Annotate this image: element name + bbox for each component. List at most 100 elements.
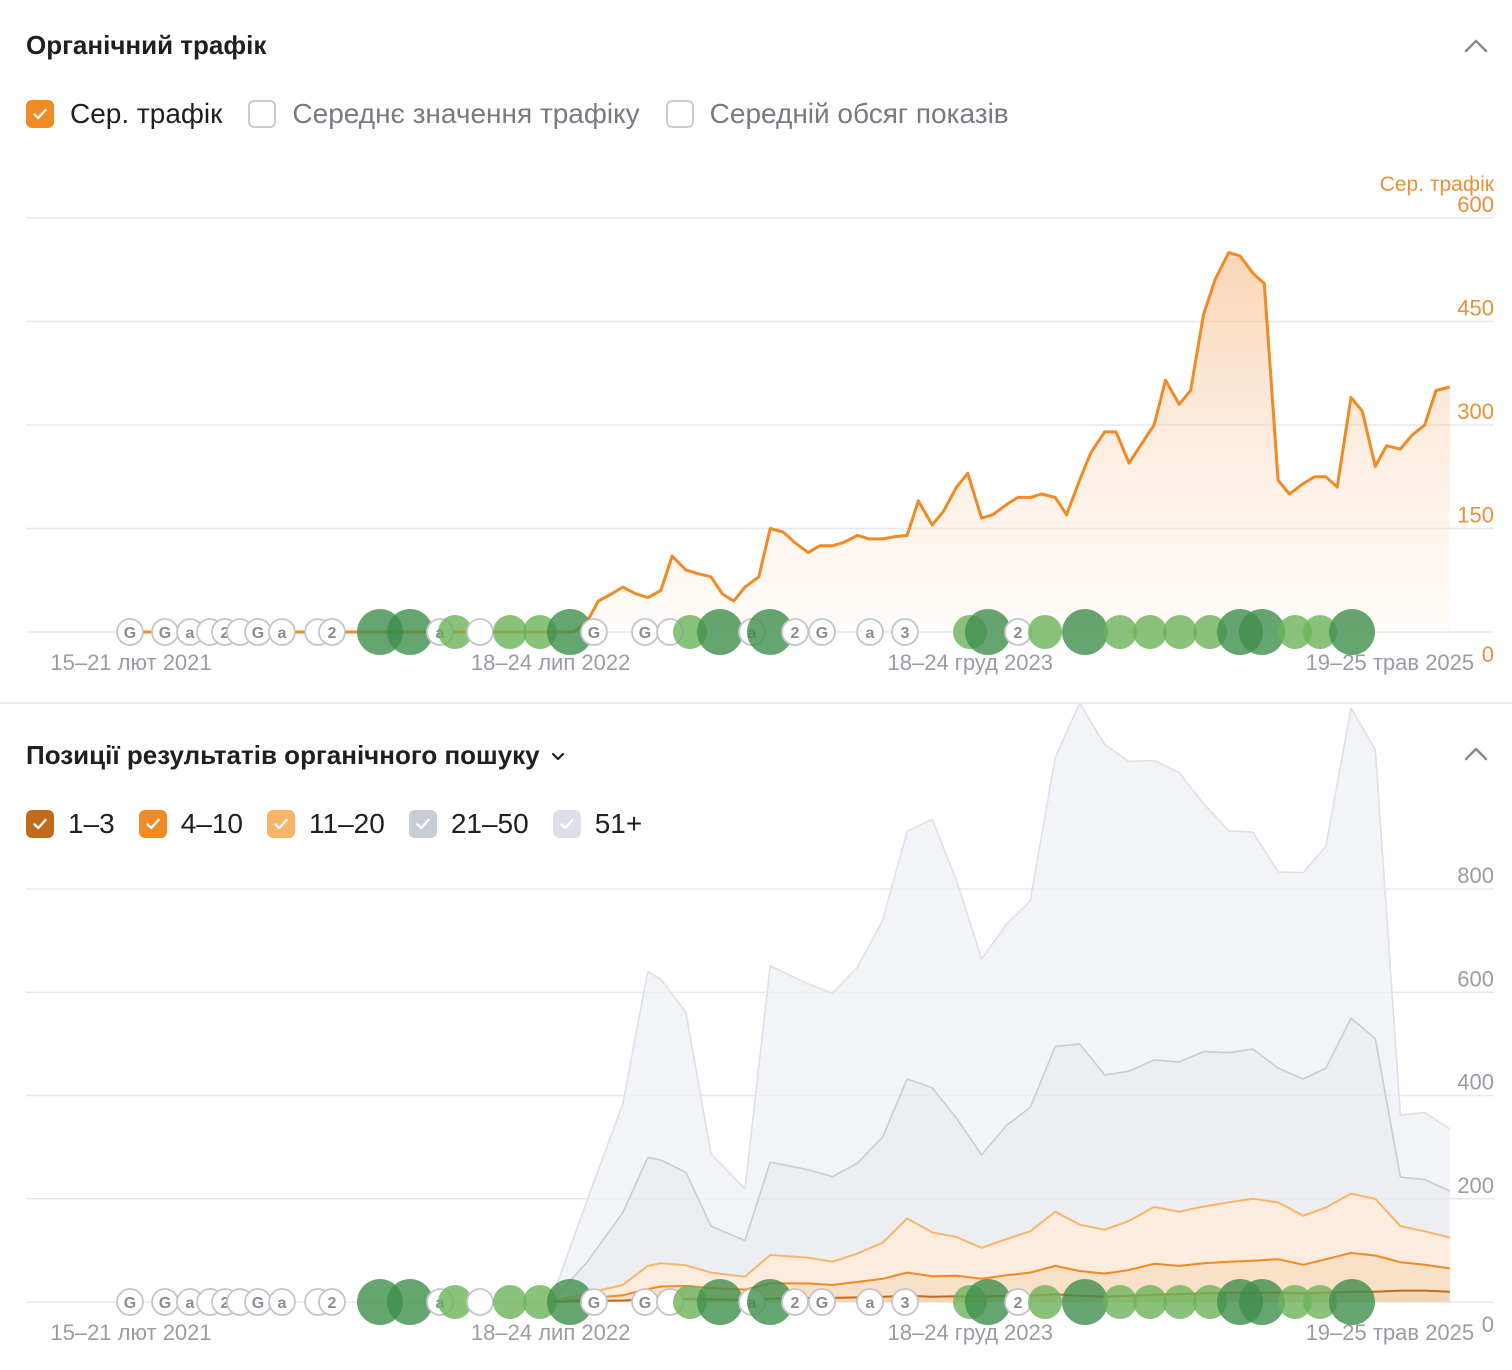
legend-label: 51+ (594, 808, 643, 839)
y-tick-label: 0 (1482, 1312, 1494, 1337)
update-marker[interactable] (1133, 615, 1167, 649)
update-marker[interactable] (318, 1288, 346, 1316)
update-marker[interactable] (781, 1288, 809, 1316)
update-marker[interactable] (116, 1288, 144, 1316)
update-marker[interactable] (466, 1288, 494, 1316)
x-tick-label: 18–24 груд 2023 (888, 650, 1053, 675)
update-marker[interactable] (268, 1288, 296, 1316)
update-marker[interactable] (523, 1285, 557, 1319)
collapse-chevron-up-icon[interactable] (1462, 740, 1490, 768)
legend-item-traffic-value[interactable]: Середнє значення трафіку (248, 98, 640, 130)
update-marker[interactable] (523, 615, 557, 649)
legend-label: 1–3 (68, 808, 115, 839)
checkbox-checked-icon[interactable] (408, 810, 437, 838)
series-area-11–20 (550, 1193, 1450, 1302)
update-marker[interactable] (547, 1279, 593, 1325)
update-marker[interactable] (856, 618, 884, 646)
update-marker[interactable] (1239, 609, 1285, 655)
update-marker[interactable] (856, 1288, 884, 1316)
update-marker[interactable] (747, 1279, 793, 1325)
update-marker[interactable] (466, 618, 494, 646)
update-marker[interactable] (547, 609, 593, 655)
update-marker[interactable] (673, 1285, 707, 1319)
update-marker[interactable] (493, 1285, 527, 1319)
update-marker[interactable] (387, 609, 433, 655)
checkbox-checked-icon[interactable] (552, 810, 581, 838)
checkbox-checked-icon[interactable] (26, 810, 54, 838)
section-title[interactable]: Позиції результатів органічного пошуку (26, 740, 566, 771)
update-marker[interactable] (1193, 615, 1227, 649)
update-marker[interactable] (580, 1288, 608, 1316)
update-marker[interactable] (318, 618, 346, 646)
series-line-51+ (549, 704, 1451, 1303)
checkbox-unchecked-icon[interactable] (665, 100, 694, 128)
legend-item-pos-11-20[interactable]: 11–20 (267, 808, 385, 840)
update-marker[interactable] (1028, 1285, 1062, 1319)
update-marker[interactable] (747, 609, 793, 655)
update-marker[interactable] (1103, 615, 1137, 649)
update-marker[interactable] (808, 618, 836, 646)
update-marker[interactable] (1062, 609, 1108, 655)
checkbox-checked-icon[interactable] (138, 810, 167, 838)
positions-legend: 1–3 4–10 11–20 21–50 51+ (26, 808, 666, 840)
update-marker[interactable] (891, 1288, 919, 1316)
update-marker[interactable] (1278, 615, 1312, 649)
update-marker[interactable] (965, 609, 1011, 655)
section-title-text: Позиції результатів органічного пошуку (26, 740, 540, 770)
update-marker[interactable] (673, 615, 707, 649)
update-markers: GGa2Ga2aGGa2Ga32 (116, 1279, 1375, 1325)
checkbox-checked-icon[interactable] (267, 810, 296, 838)
update-marker[interactable] (1163, 615, 1197, 649)
marker-glyph: 2 (791, 625, 800, 642)
update-marker[interactable] (781, 618, 809, 646)
checkbox-unchecked-icon[interactable] (248, 100, 277, 128)
update-marker[interactable] (1303, 1285, 1337, 1319)
update-marker[interactable] (1163, 1285, 1197, 1319)
marker-glyph: 2 (221, 625, 230, 642)
update-marker[interactable] (1329, 609, 1375, 655)
marker-glyph: G (252, 1295, 264, 1312)
update-marker[interactable] (891, 618, 919, 646)
marker-glyph: G (124, 1295, 136, 1312)
marker-glyph: a (866, 1295, 875, 1312)
chevron-down-icon[interactable] (550, 748, 566, 764)
update-marker[interactable] (965, 1279, 1011, 1325)
update-marker[interactable] (438, 615, 472, 649)
collapse-chevron-up-icon[interactable] (1462, 32, 1490, 60)
legend-label: Сер. трафік (70, 98, 223, 129)
legend-item-pos-4-10[interactable]: 4–10 (138, 808, 243, 840)
x-tick-label: 19–25 трав 2025 (1306, 1320, 1475, 1345)
update-marker[interactable] (1028, 615, 1062, 649)
update-marker[interactable] (1329, 1279, 1375, 1325)
update-marker[interactable] (493, 615, 527, 649)
update-marker[interactable] (1278, 1285, 1312, 1319)
checkbox-checked-icon[interactable] (26, 100, 54, 128)
legend-item-avg-traffic[interactable]: Сер. трафік (26, 98, 222, 130)
legend-item-pos-21-50[interactable]: 21–50 (408, 808, 529, 840)
marker-glyph: a (278, 1295, 287, 1312)
marker-glyph: a (186, 1295, 195, 1312)
marker-glyph: G (816, 1295, 828, 1312)
update-marker[interactable] (268, 618, 296, 646)
update-marker[interactable] (116, 618, 144, 646)
legend-item-pos-51-plus[interactable]: 51+ (552, 808, 643, 840)
marker-glyph: 3 (901, 1295, 910, 1312)
update-marker[interactable] (808, 1288, 836, 1316)
marker-glyph: G (639, 1295, 651, 1312)
traffic-legend: Сер. трафік Середнє значення трафіку Сер… (26, 98, 1035, 130)
update-marker[interactable] (438, 1285, 472, 1319)
legend-item-impressions[interactable]: Середній обсяг показів (665, 98, 1009, 130)
x-tick-label: 15–21 лют 2021 (50, 1320, 211, 1345)
legend-item-pos-1-3[interactable]: 1–3 (26, 808, 115, 840)
update-marker[interactable] (1133, 1285, 1167, 1319)
update-marker[interactable] (1103, 1285, 1137, 1319)
update-marker[interactable] (580, 618, 608, 646)
update-marker[interactable] (697, 1279, 743, 1325)
marker-glyph: a (866, 625, 875, 642)
update-marker[interactable] (1062, 1279, 1108, 1325)
update-marker[interactable] (387, 1279, 433, 1325)
update-marker[interactable] (1303, 615, 1337, 649)
update-marker[interactable] (1193, 1285, 1227, 1319)
update-marker[interactable] (697, 609, 743, 655)
update-marker[interactable] (1239, 1279, 1285, 1325)
